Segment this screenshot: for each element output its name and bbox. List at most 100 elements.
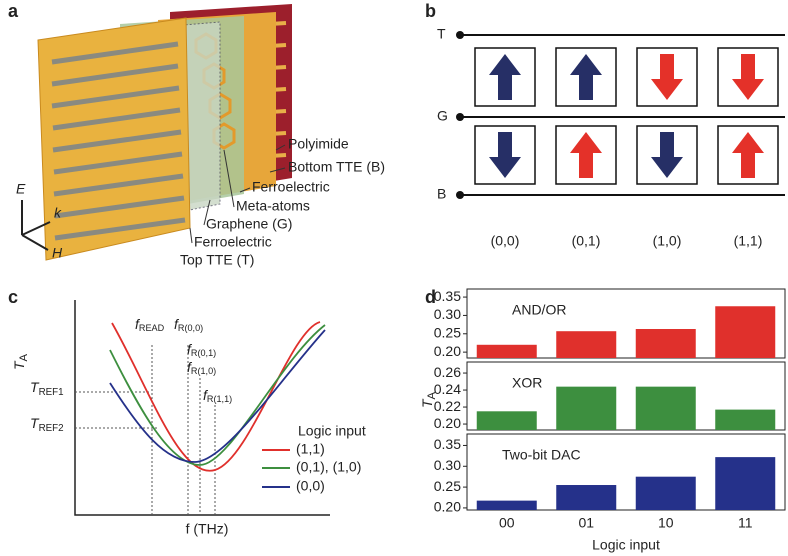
- leader-lines: [189, 144, 286, 244]
- axis-label: k: [54, 205, 62, 221]
- subscript: READ: [139, 323, 165, 333]
- curve-00: [109, 329, 326, 463]
- bar: [635, 329, 696, 358]
- state-label: (0,0): [491, 233, 520, 249]
- device-drawing: [21, 4, 292, 261]
- y-tick-label: 0.30: [434, 457, 461, 473]
- axes-arrows: [21, 200, 51, 251]
- chart-title: AND/OR: [512, 302, 566, 318]
- panel-label: b: [425, 1, 436, 21]
- main: f: [203, 387, 209, 403]
- plot-frame: [466, 361, 786, 431]
- bar: [715, 409, 776, 430]
- y-tick-label: 0.20: [434, 499, 461, 515]
- main: f: [187, 359, 193, 375]
- layer-label: Ferroelectric: [252, 179, 330, 195]
- main: f: [174, 316, 180, 332]
- bar: [556, 331, 617, 358]
- main: f: [187, 341, 193, 357]
- state-label: (1,1): [734, 233, 763, 249]
- y-tick-label: 0.25: [434, 324, 461, 340]
- axis-label: H: [52, 245, 63, 261]
- panel-label: c: [8, 287, 18, 307]
- layer-label: Graphene (G): [206, 216, 292, 232]
- line-label: G: [437, 108, 448, 124]
- legend-entry: (0,1), (1,0): [296, 459, 361, 475]
- subscript: REF2: [39, 423, 64, 434]
- state-label: (0,1): [572, 233, 601, 249]
- bar: [476, 344, 537, 358]
- panel-label: a: [8, 1, 19, 21]
- sub-label: fR(1,1): [203, 387, 232, 405]
- sub-label: fREAD: [135, 316, 165, 334]
- bar: [556, 386, 617, 430]
- terminal: [456, 31, 464, 39]
- layer-label: Polyimide: [288, 136, 349, 152]
- layer-label: Meta-atoms: [236, 198, 310, 214]
- bar: [476, 411, 537, 430]
- top-slots: [51, 41, 186, 241]
- state-arrows: [489, 54, 764, 178]
- terminal: [456, 113, 464, 121]
- legend-entry: (1,1): [296, 441, 325, 457]
- subscript: A: [18, 353, 30, 361]
- subscript: R(0,0): [178, 323, 203, 333]
- curve-01-10: [109, 324, 326, 466]
- y-tick-label: 0.24: [434, 381, 461, 397]
- x-tick-label: 00: [499, 515, 515, 531]
- main: T: [419, 398, 435, 408]
- x-tick-label: 01: [578, 515, 594, 531]
- main: f: [135, 316, 141, 332]
- x-tick-label: 11: [738, 515, 753, 531]
- main: T: [30, 415, 40, 431]
- axis-label: E: [16, 181, 26, 197]
- layer-label: Bottom TTE (B): [288, 159, 385, 175]
- y-tick-label: 0.20: [434, 343, 461, 359]
- x-tick-label: 10: [658, 515, 674, 531]
- layer-label: Top TTE (T): [180, 252, 254, 268]
- y-tick-label: 0.35: [434, 288, 461, 304]
- x-label: f (THz): [186, 521, 229, 537]
- subscript: R(1,1): [207, 394, 232, 404]
- x-label: Logic input: [592, 537, 660, 553]
- curve-11: [111, 321, 321, 472]
- y-tick-label: 0.20: [434, 415, 461, 431]
- y-tick-label: 0.26: [434, 364, 461, 380]
- y-tick-label: 0.35: [434, 436, 461, 452]
- sub-label: TREF2: [30, 415, 64, 434]
- subscript: REF1: [39, 387, 64, 398]
- sub-label: fR(1,0): [187, 359, 216, 377]
- legend-title: Logic input: [298, 423, 366, 439]
- chart-title: Two-bit DAC: [502, 447, 581, 463]
- spectrum-plot: [74, 300, 330, 516]
- terminal: [456, 191, 464, 199]
- y-tick-label: 0.25: [434, 478, 461, 494]
- bar: [556, 485, 617, 510]
- layer-label: Ferroelectric: [194, 234, 272, 250]
- subscript: R(0,1): [191, 348, 216, 358]
- subscript: A: [426, 391, 438, 399]
- subscript: R(1,0): [191, 366, 216, 376]
- sub-label: TA: [11, 353, 30, 370]
- sub-label: TREF1: [30, 379, 64, 398]
- guide-lines: [75, 345, 216, 515]
- y-tick-label: 0.30: [434, 306, 461, 322]
- legend-entry: (0,0): [296, 478, 325, 494]
- sub-label: TA: [419, 391, 438, 408]
- logic-cells: [474, 47, 779, 185]
- panel-label: d: [425, 287, 436, 307]
- plot-frame: [466, 433, 786, 511]
- bar: [715, 457, 776, 510]
- bar: [635, 476, 696, 510]
- line-label: T: [437, 26, 446, 42]
- y-tick-label: 0.22: [434, 398, 461, 414]
- plot-frame: [466, 288, 786, 359]
- chart-title: XOR: [512, 375, 542, 391]
- bar: [476, 500, 537, 510]
- main: T: [30, 379, 40, 395]
- main: T: [11, 360, 27, 370]
- bar: [715, 306, 776, 358]
- sub-label: fR(0,0): [174, 316, 203, 334]
- line-label: B: [437, 186, 446, 202]
